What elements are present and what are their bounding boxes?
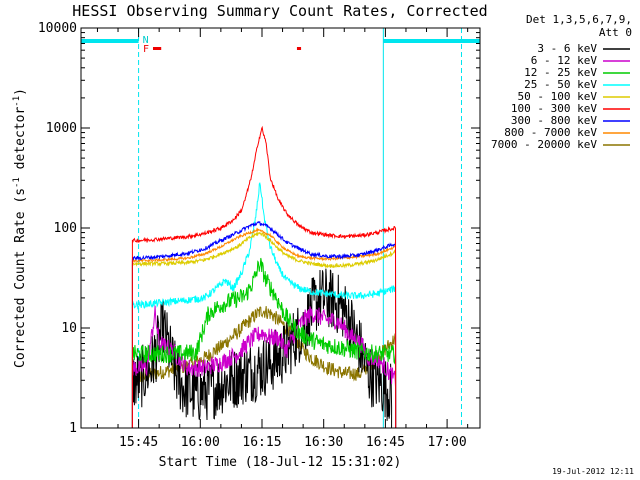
night-bar: [383, 39, 480, 43]
flare-flag-label: F: [143, 44, 149, 55]
series-line-6: [131, 220, 397, 428]
y-tick-label: 1: [69, 421, 77, 436]
night-bars: N: [81, 35, 480, 46]
series-line-3: [131, 182, 397, 428]
x-tick-label: 16:00: [181, 435, 220, 450]
x-tick-label: 16:15: [242, 435, 281, 450]
x-axis-label: Start Time (18-Jul-12 15:31:02): [159, 455, 402, 470]
flare-flags: F: [143, 44, 302, 55]
y-axis-label-sup-1: -1: [12, 177, 22, 188]
night-bar: [81, 39, 139, 43]
series-line-5: [131, 125, 397, 428]
x-tick-label: 15:45: [119, 435, 158, 450]
legend-label: 3 - 6 keV: [537, 42, 597, 55]
y-tick-label: 100: [54, 221, 77, 236]
legend-label: 100 - 300 keV: [511, 102, 597, 115]
legend-label: 6 - 12 keV: [531, 54, 598, 67]
legend-label: 300 - 800 keV: [511, 114, 597, 127]
series-line-7: [131, 227, 397, 428]
flare-flag: [296, 47, 302, 50]
night-bar-label: N: [143, 35, 149, 46]
y-axis-label: Corrected Count Rate (s-1 detector-1): [12, 88, 28, 368]
legend-header-line-2: Att 0: [599, 26, 632, 39]
legend-label: 800 - 7000 keV: [504, 126, 597, 139]
x-tick-label: 16:30: [304, 435, 343, 450]
x-axis: 15:45 16:00 16:15 16:30 16:45 17:00: [96, 28, 469, 450]
y-tick-label: 10000: [38, 21, 77, 36]
series-line-2: [131, 257, 397, 428]
y-axis-label-main: Corrected Count Rate (s: [13, 188, 28, 368]
y-axis: 1 10 100 1000 10000: [38, 21, 480, 436]
x-tick-label: 16:45: [366, 435, 405, 450]
legend-label: 50 - 100 keV: [518, 90, 598, 103]
y-tick-label: 10: [61, 321, 77, 336]
legend-label: 7000 - 20000 keV: [491, 138, 597, 151]
series-lines: [131, 125, 397, 428]
chart-title: HESSI Observing Summary Count Rates, Cor…: [72, 2, 487, 20]
footer-timestamp: 19-Jul-2012 12:11: [552, 467, 634, 476]
y-axis-label-close: ): [13, 88, 28, 96]
x-tick-label: 17:00: [428, 435, 467, 450]
series-line-4: [131, 231, 397, 428]
y-axis-label-sup-2: -1: [12, 96, 22, 107]
y-tick-label: 1000: [46, 121, 77, 136]
legend-label: 25 - 50 keV: [524, 78, 597, 91]
flare-flag: [152, 47, 162, 50]
series-line-0: [131, 268, 393, 428]
legend-label: 12 - 25 keV: [524, 66, 597, 79]
legend-header-line-1: Det 1,3,5,6,7,9,: [526, 13, 632, 26]
y-axis-label-tail: detector: [13, 107, 28, 178]
